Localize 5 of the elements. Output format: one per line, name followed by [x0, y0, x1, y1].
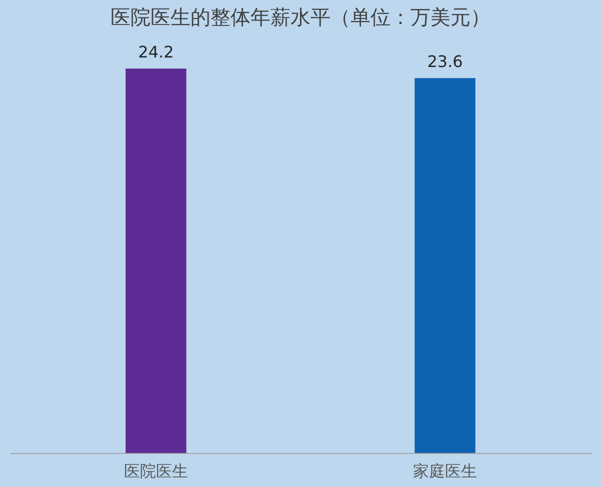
chart-title: 医院医生的整体年薪水平（单位：万美元） — [110, 5, 490, 29]
data-label: 23.6 — [427, 52, 463, 72]
x-tick-label: 家庭医生 — [413, 462, 478, 480]
x-tick-label: 医院医生 — [124, 462, 188, 480]
data-label: 24.2 — [138, 42, 174, 62]
